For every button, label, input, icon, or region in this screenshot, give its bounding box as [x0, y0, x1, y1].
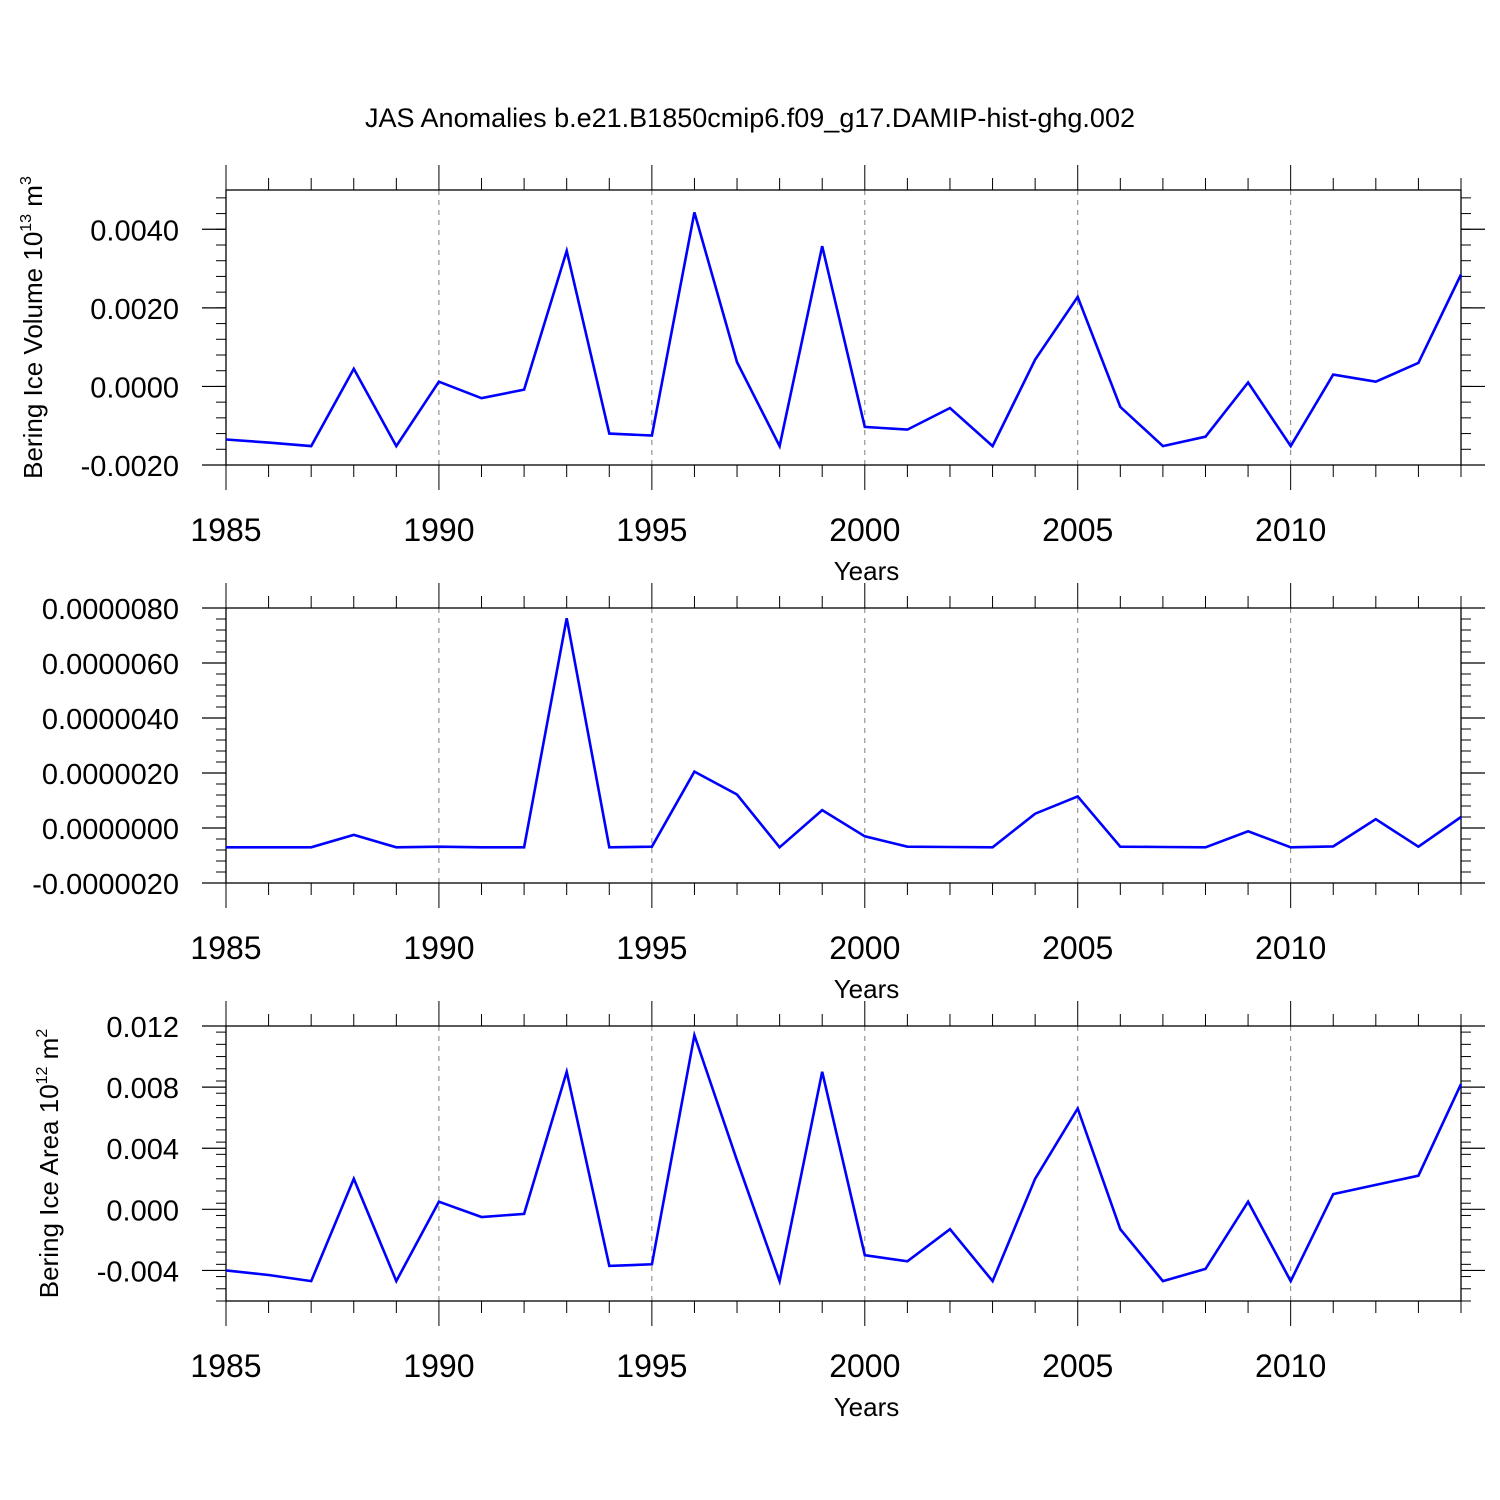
x-tick-label: 2010: [1255, 930, 1326, 966]
y-tick-label: 0.0000060: [42, 649, 179, 681]
chart-title: JAS Anomalies b.e21.B1850cmip6.f09_g17.D…: [365, 103, 1135, 133]
x-tick-label: 2005: [1042, 930, 1113, 966]
y-tick-label: 0.0020: [90, 294, 179, 326]
y-axis-label: Bering Ice Volume 1013 m3: [18, 176, 48, 479]
x-tick-label: 1985: [190, 512, 261, 548]
y-tick-label: -0.0000020: [32, 869, 179, 901]
x-tick-label: 1990: [403, 1348, 474, 1384]
y-tick-label: 0.004: [106, 1134, 179, 1166]
plot-frame: [225, 189, 1462, 466]
y-tick-label: 0.012: [106, 1012, 179, 1044]
series-line: [225, 212, 1463, 450]
y-tick-label: 0.0040: [90, 215, 179, 247]
y-axis-label: Bering Ice Area 1012 m2: [34, 1029, 64, 1299]
series-line: [226, 617, 1462, 850]
y-tick-label: -0.004: [97, 1256, 179, 1288]
y-tick-label: 0.0000: [90, 372, 179, 404]
x-tick-label: 1990: [403, 930, 474, 966]
x-tick-label: 1985: [190, 1348, 261, 1384]
panels: -0.0020 0.0000 0.0020 0.0040 1985 1990 1995 200…: [18, 165, 1485, 1422]
x-tick-label: 2010: [1255, 1348, 1326, 1384]
plot-frame: [225, 607, 1462, 884]
y-tick-label: -0.0020: [81, 451, 179, 483]
y-tick-label: 0.000: [106, 1195, 179, 1227]
x-tick-label: 1995: [616, 1348, 687, 1384]
panel-unlabeled-middle: -0.0000020 0.0000000 0.0000020 0.0000040 0.0…: [32, 583, 1485, 1004]
y-tick-label: 0.008: [106, 1073, 179, 1105]
x-tick-label: 2000: [829, 930, 900, 966]
x-tick-label: 2010: [1255, 512, 1326, 548]
x-tick-label: 2005: [1042, 1348, 1113, 1384]
x-tick-label: 1995: [616, 930, 687, 966]
y-tick-label: 0.0000040: [42, 704, 179, 736]
x-tick-label: 1985: [190, 930, 261, 966]
x-tick-label: 1990: [403, 512, 474, 548]
panel-bering-ice-volume: -0.0020 0.0000 0.0020 0.0040 1985 1990 1995 200…: [18, 165, 1485, 586]
x-tick-label: 1995: [616, 512, 687, 548]
series-line: [225, 1030, 1463, 1286]
plot-frame: [225, 1025, 1462, 1302]
x-tick-label: 2005: [1042, 512, 1113, 548]
x-tick-label: 2000: [829, 512, 900, 548]
y-tick-label: 0.0000080: [42, 594, 179, 626]
x-axis-title: Years: [834, 1392, 900, 1422]
y-tick-label: 0.0000020: [42, 759, 179, 791]
y-tick-label: 0.0000000: [42, 814, 179, 846]
x-axis-title: Years: [834, 556, 900, 586]
panel-bering-ice-area: -0.004 0.000 0.004 0.008 0.012 1985 1990 1995 20…: [34, 1001, 1485, 1422]
x-tick-label: 2000: [829, 1348, 900, 1384]
x-axis-title: Years: [834, 974, 900, 1004]
